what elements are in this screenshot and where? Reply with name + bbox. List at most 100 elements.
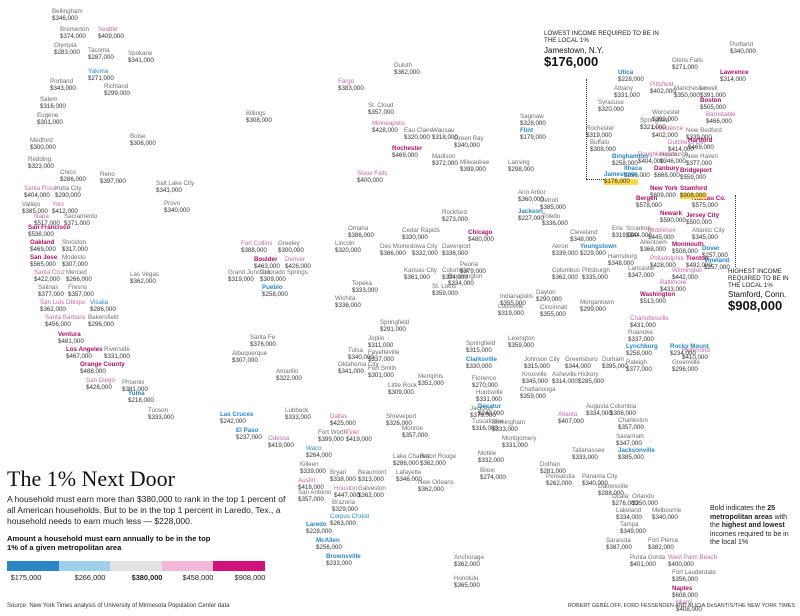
city-label: Monroe $357,000 [402,425,428,439]
city-label: San Francisco $538,000 [28,224,70,238]
city-name: Greeley [278,240,300,247]
city-income: $357,000 [368,108,394,116]
city-name: Utica [618,69,634,76]
city-label: Visalia $286,000 [90,299,116,313]
city-name: Eau Claire [404,127,433,134]
city-label: Melbourne $340,000 [652,507,682,521]
city-label: Boise $306,000 [130,133,156,147]
city-label: Portland $343,000 [50,78,76,92]
city-label: Washington $513,000 [640,291,675,305]
city-income: $349,000 [620,527,646,535]
highest-callout-value: $908,000 [728,298,783,313]
city-name: Yakima [88,68,109,75]
city-label: Joplin $311,000 [368,335,393,349]
city-label: Pittsfield $402,000 [650,81,676,95]
city-name: Sacramento [64,213,98,220]
city-name: Mobile [478,450,497,457]
city-income: $418,000 [298,483,324,491]
city-income: $422,000 [34,275,60,283]
city-label: Toledo $336,000 [542,213,568,227]
legend-tick-908k: $908,000 [234,573,266,582]
city-name: Barnstable [706,111,736,118]
city-income: $359,000 [508,341,534,349]
city-income: $395,000 [602,362,628,370]
city-label: Pittsburgh $335,000 [582,267,610,281]
city-label: Greeley $300,000 [278,240,304,254]
city-income: $256,000 [316,543,342,551]
city-income: $402,000 [652,131,678,139]
city-label: Omaha $386,000 [348,225,374,239]
city-label: Des Moines $366,000 [380,243,413,257]
city-income: $575,000 [692,201,718,209]
legend-swatch-5 [213,561,265,571]
city-income: $445,000 [648,233,674,241]
city-name: Ocala [612,493,629,500]
city-label: Huntsville $331,000 [476,389,503,403]
city-label: Lynchburg $258,000 [626,343,658,357]
city-income: $407,000 [558,417,584,425]
city-label: Jackson $227,000 [518,208,544,222]
city-name: Melbourne [652,507,682,514]
city-income: $266,000 [66,275,92,283]
city-name: Bellingham [52,8,83,15]
city-name: Worcester [652,109,681,116]
city-name: Hickory [578,371,599,378]
city-name: Tulsa [348,347,363,354]
city-label: Anchorage $362,000 [454,554,484,568]
city-name: Wausau [432,127,455,134]
city-name: Provo [164,200,181,207]
city-income: $334,000 [442,273,468,281]
city-label: Syracuse $320,000 [598,99,624,113]
city-name: Las Vegas [130,271,159,278]
city-income: $425,000 [330,419,356,427]
city-income: $447,000 [334,491,360,499]
city-income: $387,000 [606,543,632,551]
city-label: Akron $339,000 [552,243,578,257]
city-label: Durham $395,000 [602,356,628,370]
city-income: $316,000 [40,102,66,110]
city-name: Atlanta [558,411,578,418]
city-label: Knoxville $345,000 [522,371,548,385]
city-label: Salt Lake City $341,000 [156,180,194,194]
city-label: St. Louis $359,000 [432,283,458,297]
city-name: New Orleans [418,479,454,486]
city-label: Monmouth $508,000 [672,241,704,255]
city-income: $578,000 [636,201,662,209]
city-name: Boston [700,97,722,104]
city-name: Punta Gorda [630,554,666,561]
city-label: Fort Collins $388,000 [241,240,272,254]
city-income: $404,000 [638,157,664,165]
city-label: Dutchess Co. $414,000 [668,139,705,153]
city-name: Naples [672,585,693,592]
city-income: $400,000 [668,560,694,568]
city-label: Lake Charles $286,000 [393,453,429,467]
city-income: $565,000 [30,260,56,268]
city-label: Killeen $339,000 [300,461,326,475]
city-label: Chicago $480,000 [468,229,494,243]
city-income: $274,000 [480,473,506,481]
city-income: $359,000 [520,392,546,400]
city-income: $442,000 [672,273,698,281]
city-label: Morgantown $299,000 [580,299,614,313]
city-income: $467,000 [66,352,92,360]
city-income: $320,000 [598,105,624,113]
city-name: Los Angeles [66,346,103,353]
city-name: Springfield [640,117,670,124]
city-label: Newburgh $346,000 [660,151,688,165]
city-label: Ventura $481,000 [58,331,84,345]
city-income: $300,000 [30,143,56,151]
city-name: Akron [552,243,569,250]
city-income: $298,000 [508,165,534,173]
city-income: $333,000 [572,453,598,461]
city-income: $290,000 [55,191,81,199]
city-income: $492,000 [686,261,712,269]
city-label: Barnstable $466,000 [706,111,736,125]
city-income: $299,000 [580,305,606,313]
city-income: $385,000 [540,203,566,211]
city-label: Glens Falls $271,000 [672,57,703,71]
note-text-1: Bold indicates the [710,505,768,512]
city-income: $237,000 [236,433,262,441]
city-label: Davenport $336,000 [442,243,471,257]
lowest-callout: LOWEST INCOME REQUIRED TO BE IN THE LOCA… [544,30,664,69]
city-name: Lansing [508,159,530,166]
